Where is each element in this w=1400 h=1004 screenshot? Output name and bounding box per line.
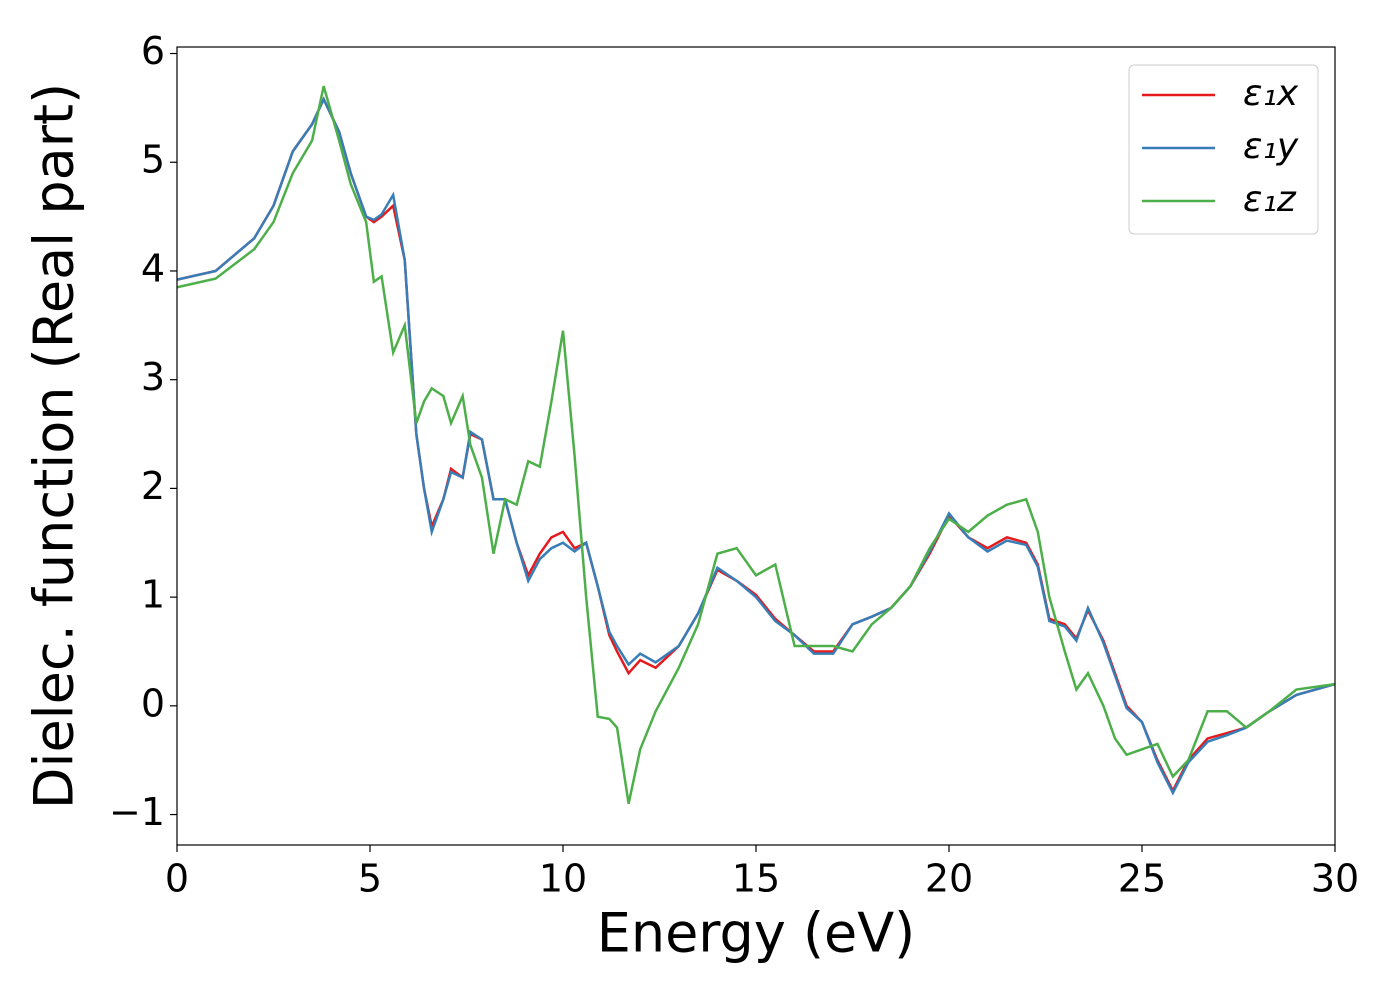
- legend-label: ε₁y: [1243, 126, 1299, 167]
- y-tick-label: 6: [141, 29, 165, 73]
- y-tick-label: −1: [109, 790, 165, 834]
- series-line: [177, 96, 1335, 796]
- x-tick-label: 15: [732, 857, 780, 901]
- y-tick-label: 5: [141, 138, 165, 182]
- legend-box: [1128, 64, 1319, 235]
- x-tick-label: 0: [165, 857, 189, 901]
- y-axis-label: Dielec. function (Real part): [23, 83, 86, 809]
- series-line: [177, 85, 1335, 804]
- x-tick-label: 10: [539, 857, 587, 901]
- y-tick-label: 4: [141, 246, 165, 290]
- plot-frame: [176, 46, 1336, 846]
- legend-label: ε₁z: [1243, 179, 1297, 220]
- x-tick-label: 5: [358, 857, 382, 901]
- y-tick-label: 2: [141, 464, 165, 508]
- y-tick-label: 1: [141, 573, 165, 617]
- legend-label: ε₁x: [1243, 73, 1299, 114]
- x-tick-label: 30: [1311, 857, 1359, 901]
- x-tick-label: 25: [1118, 857, 1166, 901]
- y-tick-label: 0: [141, 681, 165, 725]
- x-axis-label: Energy (eV): [597, 902, 916, 965]
- x-tick-label: 20: [925, 857, 973, 901]
- y-tick-label: 3: [141, 355, 165, 399]
